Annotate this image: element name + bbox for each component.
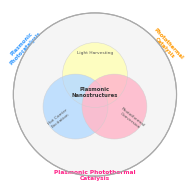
Text: Hot Carrier
Excitation: Hot Carrier Excitation [47,108,71,129]
Circle shape [43,74,108,139]
Text: Plasmonic Photothermal
Catalysis: Plasmonic Photothermal Catalysis [54,170,136,181]
Text: Photothermal
Catalysis: Photothermal Catalysis [149,28,184,65]
Text: Light Harvesting: Light Harvesting [77,51,113,55]
Text: Photothermal
Conversion: Photothermal Conversion [117,106,145,131]
Circle shape [13,13,177,176]
Circle shape [63,43,127,108]
Text: Plasmonic
Nanostructures: Plasmonic Nanostructures [72,87,118,98]
Circle shape [82,74,147,139]
Text: Plasmonic
Photocatalysis: Plasmonic Photocatalysis [5,27,42,66]
